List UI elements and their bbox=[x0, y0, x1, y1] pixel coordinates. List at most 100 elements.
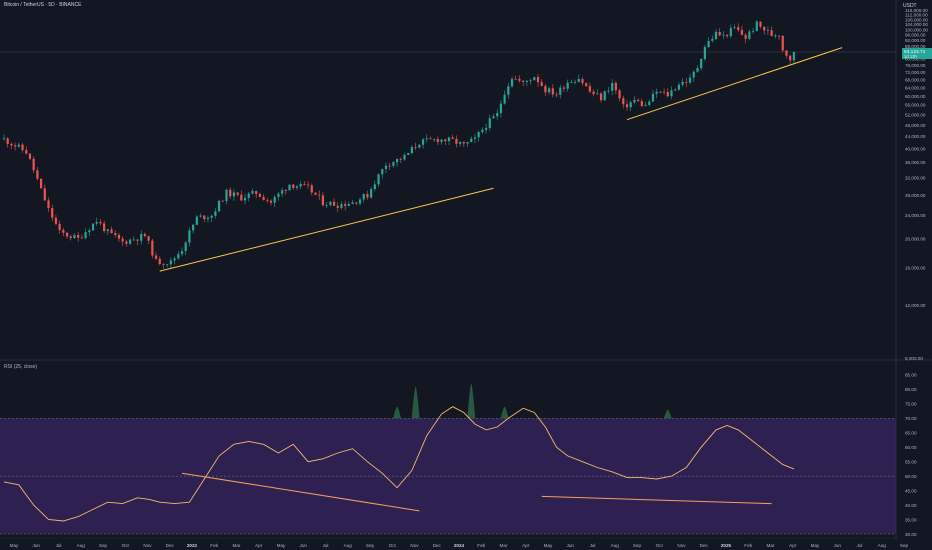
candle-body bbox=[777, 35, 781, 37]
rsi-overbought-spike bbox=[467, 383, 476, 419]
candle-body bbox=[117, 234, 121, 239]
candle-body bbox=[84, 232, 87, 239]
candle-body bbox=[789, 55, 792, 61]
candle-body bbox=[140, 234, 143, 241]
candle-body bbox=[169, 260, 172, 265]
candle-body bbox=[518, 78, 521, 81]
candle-body bbox=[166, 264, 169, 266]
candle-body bbox=[510, 78, 514, 87]
rsi-tick-label: 50.00 bbox=[905, 474, 917, 479]
candle-body bbox=[640, 101, 643, 106]
candle-body bbox=[177, 254, 180, 259]
candle-body bbox=[555, 94, 558, 96]
candle-body bbox=[625, 104, 629, 108]
candle-body bbox=[128, 239, 132, 244]
candle-body bbox=[662, 91, 666, 93]
rsi-tick-label: 65.00 bbox=[905, 431, 917, 436]
candle-body bbox=[377, 174, 380, 185]
candle-body bbox=[69, 236, 72, 239]
candle-body bbox=[332, 201, 336, 206]
candle-body bbox=[310, 185, 313, 193]
candle-body bbox=[525, 80, 528, 82]
time-tick-label: Jun bbox=[33, 543, 41, 548]
candle-body bbox=[477, 132, 480, 138]
candle-body bbox=[755, 21, 758, 31]
candle-body bbox=[73, 235, 76, 239]
time-tick-label: May bbox=[811, 543, 820, 548]
candle-body bbox=[154, 255, 158, 259]
candle-body bbox=[677, 84, 681, 90]
candle-body bbox=[229, 189, 232, 197]
time-tick-label: Feb bbox=[744, 543, 752, 548]
candle-body bbox=[629, 102, 632, 108]
candle-body bbox=[529, 80, 532, 82]
candle-body bbox=[748, 31, 751, 39]
candle-body bbox=[763, 26, 766, 31]
candle-body bbox=[232, 192, 236, 197]
time-tick-label: Nov bbox=[410, 543, 419, 548]
rsi-tick-label: 60.00 bbox=[905, 445, 917, 450]
price-tick-label: 52,000.00 bbox=[905, 112, 926, 117]
candle-body bbox=[77, 235, 80, 238]
price-tick-label: 28,000.00 bbox=[905, 193, 926, 198]
candle-body bbox=[273, 196, 276, 203]
candle-body bbox=[592, 91, 595, 95]
candle-body bbox=[421, 139, 425, 145]
candle-body bbox=[670, 90, 673, 97]
candle-body bbox=[644, 104, 647, 106]
candle-body bbox=[770, 30, 773, 37]
support-trendline[interactable] bbox=[159, 187, 494, 272]
support-trendline[interactable] bbox=[626, 47, 843, 121]
candle-body bbox=[674, 89, 677, 91]
rsi-overbought-spike bbox=[663, 409, 672, 419]
candle-body bbox=[536, 77, 540, 83]
candle-body bbox=[414, 147, 417, 148]
candle-body bbox=[366, 194, 369, 198]
candle-body bbox=[43, 188, 46, 201]
candle-body bbox=[6, 138, 9, 144]
candle-body bbox=[132, 239, 135, 241]
candle-body bbox=[433, 139, 436, 140]
currency-label[interactable]: USDT bbox=[903, 3, 917, 9]
candle-body bbox=[347, 204, 350, 206]
time-tick-label: Aug bbox=[344, 543, 353, 548]
candle-body bbox=[792, 52, 795, 61]
candle-body bbox=[199, 215, 202, 217]
candle-body bbox=[726, 34, 729, 37]
candle-body bbox=[395, 158, 399, 163]
price-tick-label: 112,000.00 bbox=[905, 13, 928, 18]
candle-body bbox=[318, 194, 321, 196]
price-tick-label: 72,000.00 bbox=[905, 70, 926, 75]
candle-body bbox=[507, 86, 510, 95]
candle-body bbox=[103, 223, 106, 232]
candle-body bbox=[751, 30, 755, 32]
rsi-tick-label: 75.00 bbox=[905, 402, 917, 407]
time-tick-label: Aug bbox=[611, 543, 620, 548]
rsi-title[interactable]: RSI (25, close) bbox=[4, 364, 38, 370]
candle-body bbox=[436, 139, 439, 143]
candle-body bbox=[158, 258, 161, 265]
time-tick-label: Jul bbox=[590, 543, 596, 548]
candle-body bbox=[407, 153, 410, 155]
time-tick-label: 2024 bbox=[454, 543, 465, 548]
rsi-tick-label: 80.00 bbox=[905, 387, 917, 392]
rsi-divergence-line[interactable] bbox=[541, 495, 772, 505]
time-tick-label: Apr bbox=[255, 543, 263, 548]
candle-body bbox=[206, 217, 210, 220]
candle-body bbox=[370, 189, 373, 198]
price-tick-label: 36,000.00 bbox=[905, 160, 926, 165]
rsi-divergence-line[interactable] bbox=[181, 472, 420, 512]
candle-body bbox=[240, 194, 243, 201]
time-tick-label: 2022 bbox=[187, 543, 198, 548]
candle-body bbox=[655, 91, 658, 94]
rsi-overbought-spike bbox=[393, 406, 402, 419]
candle-body bbox=[106, 229, 109, 232]
candle-body bbox=[488, 118, 491, 129]
candle-body bbox=[277, 193, 280, 197]
candle-body bbox=[729, 28, 732, 37]
candle-body bbox=[473, 137, 477, 139]
time-tick-label: Apr bbox=[522, 543, 530, 548]
candle-body bbox=[492, 116, 495, 119]
candle-body bbox=[566, 82, 569, 89]
